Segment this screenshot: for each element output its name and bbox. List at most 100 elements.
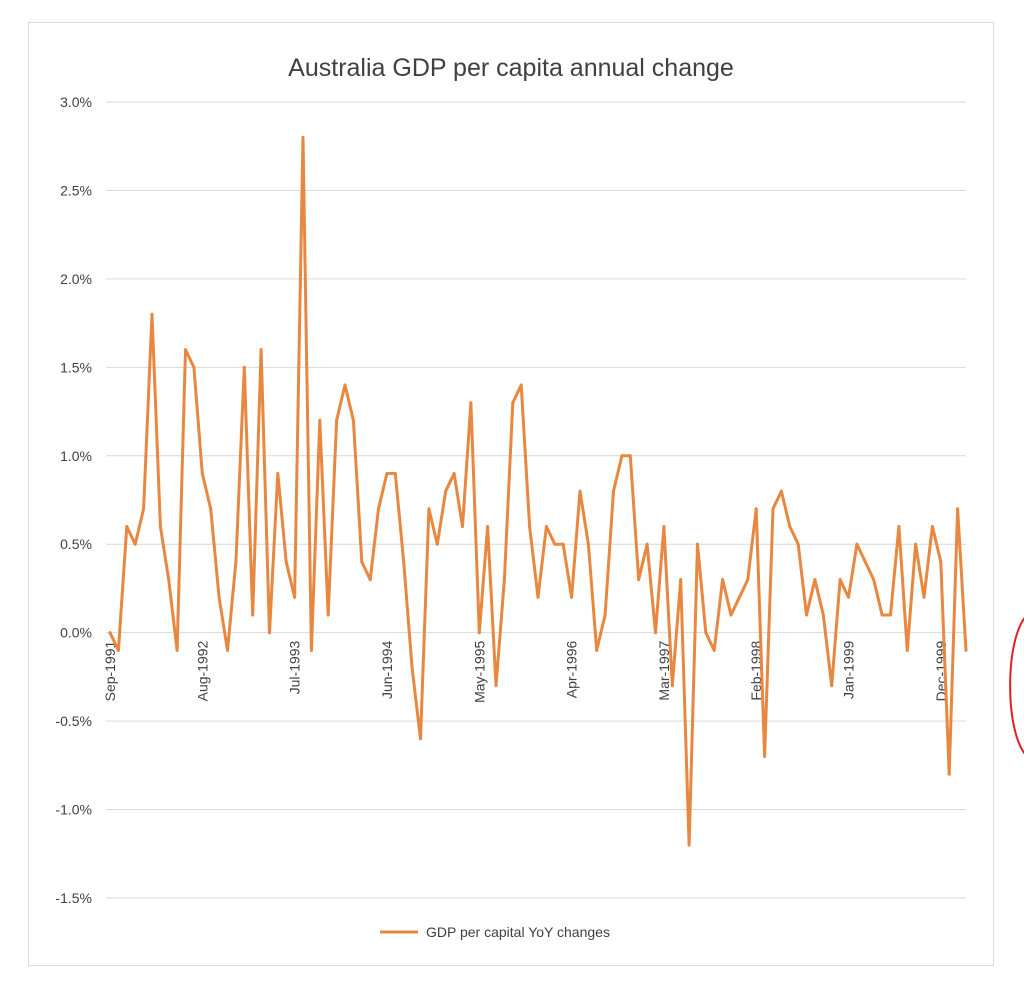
legend-label: GDP per capital YoY changes <box>426 924 610 940</box>
data-point <box>570 595 574 599</box>
data-point <box>679 578 683 582</box>
data-point <box>142 507 146 511</box>
data-point <box>888 613 892 617</box>
legend: GDP per capital YoY changes <box>380 924 610 940</box>
data-point <box>637 578 641 582</box>
data-point <box>847 595 851 599</box>
x-tick-label: Jan-1999 <box>841 640 857 699</box>
x-tick-label: Sep-1991 <box>102 640 118 701</box>
data-point <box>746 578 750 582</box>
data-point <box>830 684 834 688</box>
data-point <box>721 578 725 582</box>
data-point <box>276 471 280 475</box>
data-point <box>645 542 649 546</box>
data-point <box>964 648 968 652</box>
data-point <box>544 525 548 529</box>
data-point <box>133 542 137 546</box>
x-tick-label: Jun-1994 <box>379 640 395 699</box>
data-point <box>377 507 381 511</box>
data-point <box>653 631 657 635</box>
data-point <box>872 578 876 582</box>
data-point <box>880 613 884 617</box>
data-point <box>553 542 557 546</box>
data-point <box>595 648 599 652</box>
y-tick-label: 0.0% <box>60 625 92 641</box>
y-axis-tick-labels: -1.5% -1.0% -0.5% 0.0% 0.5% 1.0% 1.5% 2.0% 2.5% 3… <box>55 94 92 906</box>
x-tick-label: Aug-1992 <box>194 640 210 701</box>
data-point <box>536 595 540 599</box>
series-points <box>108 135 968 847</box>
chart-title: Australia GDP per capita annual change <box>288 54 734 82</box>
data-point <box>125 525 129 529</box>
data-point <box>947 772 951 776</box>
data-point <box>586 542 590 546</box>
y-tick-label: 3.0% <box>60 94 92 110</box>
data-point <box>603 613 607 617</box>
data-point <box>167 578 171 582</box>
data-point <box>922 595 926 599</box>
data-point <box>343 383 347 387</box>
y-tick-label: 2.0% <box>60 271 92 287</box>
data-point <box>729 613 733 617</box>
data-point <box>293 595 297 599</box>
data-point <box>368 578 372 582</box>
data-point <box>326 613 330 617</box>
data-point <box>477 631 481 635</box>
data-point <box>158 525 162 529</box>
y-tick-label: 0.5% <box>60 536 92 552</box>
data-point <box>108 631 112 635</box>
data-point <box>217 595 221 599</box>
data-point <box>360 560 364 564</box>
data-point <box>351 418 355 422</box>
y-tick-label: -0.5% <box>55 713 92 729</box>
data-point <box>225 648 229 652</box>
data-point <box>318 418 322 422</box>
x-tick-label: May-1995 <box>471 640 487 702</box>
data-point <box>200 471 204 475</box>
data-point <box>192 365 196 369</box>
data-point <box>393 471 397 475</box>
y-tick-label: 1.5% <box>60 359 92 375</box>
data-point <box>612 489 616 493</box>
data-point <box>150 312 154 316</box>
data-point <box>628 454 632 458</box>
data-point <box>771 507 775 511</box>
data-point <box>939 560 943 564</box>
data-point <box>309 648 313 652</box>
data-point <box>301 135 305 139</box>
data-point <box>511 401 515 405</box>
data-point <box>662 525 666 529</box>
data-point <box>905 648 909 652</box>
data-point <box>754 507 758 511</box>
data-point <box>184 348 188 352</box>
y-tick-label: 1.0% <box>60 448 92 464</box>
data-point <box>788 525 792 529</box>
data-point <box>897 525 901 529</box>
data-point <box>494 684 498 688</box>
data-point <box>578 489 582 493</box>
data-point <box>469 401 473 405</box>
x-axis-tick-labels: Sep-1991 Aug-1992 Jul-1993 Jun-1994 May-1995… <box>102 640 949 702</box>
data-point <box>763 754 767 758</box>
data-point <box>805 613 809 617</box>
data-point <box>620 454 624 458</box>
data-point <box>452 471 456 475</box>
data-point <box>695 542 699 546</box>
data-point <box>704 631 708 635</box>
x-tick-label: Apr-1996 <box>564 640 580 698</box>
data-point <box>914 542 918 546</box>
data-point <box>402 560 406 564</box>
data-point <box>259 348 263 352</box>
data-point <box>427 507 431 511</box>
data-point <box>486 525 490 529</box>
data-point <box>435 542 439 546</box>
data-point <box>855 542 859 546</box>
data-point <box>670 684 674 688</box>
data-point <box>116 648 120 652</box>
data-point <box>444 489 448 493</box>
data-point <box>956 507 960 511</box>
data-point <box>267 631 271 635</box>
y-tick-label: -1.0% <box>55 802 92 818</box>
data-point <box>528 525 532 529</box>
